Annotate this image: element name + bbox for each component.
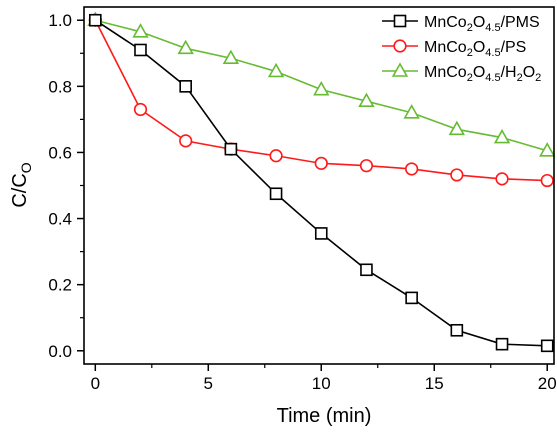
data-point xyxy=(269,187,283,201)
data-point xyxy=(540,339,554,353)
data-point xyxy=(405,291,418,305)
series-triangle xyxy=(87,11,556,157)
y-tick-label: 0.0 xyxy=(48,342,72,361)
data-point xyxy=(177,39,194,55)
data-point xyxy=(359,159,374,173)
legend: MnCo2O4.5/PMS MnCo2O4.5/PS MnCo2O4.5/H2O2 xyxy=(382,14,541,84)
x-tick-label: 15 xyxy=(425,374,444,393)
legend-marker xyxy=(393,39,407,53)
y-axis-title: C/CO xyxy=(9,162,34,207)
legend-label: MnCo2O4.5/PS xyxy=(424,39,526,59)
y-tick-label: 0.6 xyxy=(48,143,72,162)
axis-ticks: 0 5 10 15 20 0.0 0.2 0.4 0.6 0.8 1.0 xyxy=(48,11,556,393)
y-axis-title-subscript: O xyxy=(18,162,34,173)
data-point xyxy=(360,263,373,277)
data-point xyxy=(313,81,330,96)
y-axis-title-main: C/C xyxy=(9,173,31,207)
data-point xyxy=(222,49,240,65)
series-square xyxy=(88,13,554,353)
data-point xyxy=(493,128,511,144)
x-tick-label: 0 xyxy=(91,374,100,393)
legend-item: MnCo2O4.5/PS xyxy=(382,39,526,59)
data-point xyxy=(403,104,420,119)
data-point xyxy=(539,142,556,157)
data-point xyxy=(450,323,464,337)
x-tick-label: 5 xyxy=(204,374,213,393)
legend-marker xyxy=(391,62,409,77)
data-point xyxy=(224,142,238,156)
data-point xyxy=(88,13,102,27)
data-point xyxy=(314,227,328,240)
legend-label: MnCo2O4.5/H2O2 xyxy=(424,64,541,84)
data-point xyxy=(495,172,509,186)
x-tick-label: 10 xyxy=(312,374,331,393)
x-axis-title: Time (min) xyxy=(277,405,372,427)
data-point xyxy=(179,80,192,93)
data-point xyxy=(179,134,193,148)
data-point xyxy=(314,156,328,170)
plot-area xyxy=(87,11,556,353)
data-point xyxy=(132,23,149,38)
legend-item: MnCo2O4.5/H2O2 xyxy=(382,62,541,84)
legend-marker xyxy=(393,14,407,28)
data-point xyxy=(495,337,509,351)
y-tick-label: 0.2 xyxy=(48,276,72,295)
y-tick-label: 0.4 xyxy=(48,210,72,229)
data-point xyxy=(448,120,466,136)
data-point xyxy=(269,149,283,163)
y-tick-label: 0.8 xyxy=(48,77,72,96)
data-point xyxy=(133,102,148,117)
data-point xyxy=(267,62,285,78)
legend-label: MnCo2O4.5/PMS xyxy=(424,14,540,34)
legend-item: MnCo2O4.5/PMS xyxy=(382,14,540,34)
data-point xyxy=(405,162,419,176)
data-point xyxy=(450,168,464,182)
x-tick-label: 20 xyxy=(538,374,557,393)
data-point xyxy=(134,43,147,57)
data-point xyxy=(358,92,375,108)
data-point xyxy=(540,173,554,188)
y-tick-label: 1.0 xyxy=(48,11,72,30)
